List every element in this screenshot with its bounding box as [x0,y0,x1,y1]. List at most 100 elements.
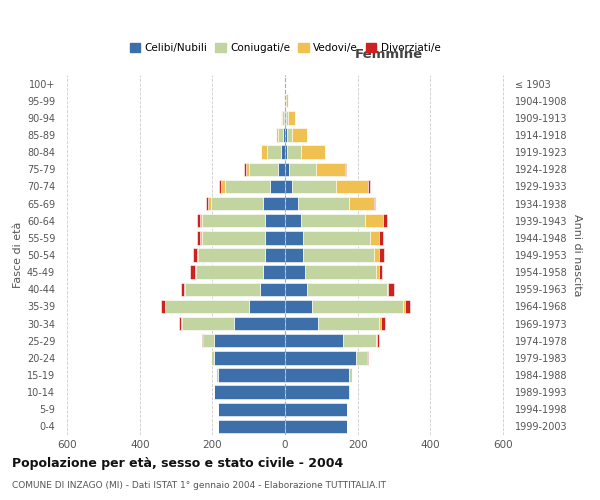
Bar [249,300,285,313]
Bar [203,334,214,347]
Bar [286,94,288,108]
Bar [288,111,295,124]
Bar [161,300,164,313]
Bar [276,128,278,141]
Bar [377,334,379,347]
Bar [221,180,225,193]
Bar [374,248,379,262]
Bar [292,128,307,141]
Bar [379,248,384,262]
Bar [184,282,185,296]
Bar [218,420,285,433]
Bar [379,231,383,244]
Bar [218,402,285,416]
Bar [278,128,283,141]
Bar [349,197,374,210]
Bar [181,317,182,330]
Bar [165,300,249,313]
Bar [164,300,165,313]
Bar [190,266,196,279]
Bar [285,111,286,124]
Bar [317,317,379,330]
Bar [281,146,285,159]
Bar [349,386,350,399]
Bar [265,231,285,244]
Bar [260,282,285,296]
Bar [374,197,375,210]
Bar [198,248,265,262]
Bar [250,162,278,176]
Bar [181,282,184,296]
Bar [214,386,285,399]
Y-axis label: Fasce di età: Fasce di età [13,222,23,288]
Bar [265,214,285,228]
Bar [285,368,349,382]
Bar [388,282,394,296]
Bar [285,248,303,262]
Bar [263,266,285,279]
Bar [283,128,285,141]
Bar [285,180,292,193]
Bar [370,231,379,244]
Bar [285,128,287,141]
Bar [379,317,381,330]
Bar [345,162,346,176]
Bar [356,351,367,364]
Bar [301,146,325,159]
Bar [219,180,221,193]
Bar [303,231,370,244]
Bar [185,282,260,296]
Bar [285,300,312,313]
Bar [379,266,382,279]
Bar [368,180,370,193]
Text: Femmine: Femmine [355,48,422,60]
Bar [200,214,202,228]
Bar [246,162,250,176]
Bar [285,334,343,347]
Bar [285,162,289,176]
Bar [403,300,405,313]
Bar [182,317,234,330]
Bar [316,162,345,176]
Bar [206,197,208,210]
Bar [298,197,349,210]
Bar [282,111,284,124]
Bar [312,300,403,313]
Bar [287,146,301,159]
Legend: Celibi/Nubili, Coniugati/e, Vedovi/e, Divorziati/e: Celibi/Nubili, Coniugati/e, Vedovi/e, Di… [125,39,445,57]
Bar [365,214,383,228]
Bar [225,180,271,193]
Bar [211,197,263,210]
Bar [208,197,211,210]
Bar [285,231,303,244]
Bar [193,248,197,262]
Bar [196,266,263,279]
Bar [202,231,265,244]
Bar [216,368,218,382]
Bar [265,248,285,262]
Text: COMUNE DI INZAGO (MI) - Dati ISTAT 1° gennaio 2004 - Elaborazione TUTTITALIA.IT: COMUNE DI INZAGO (MI) - Dati ISTAT 1° ge… [12,481,386,490]
Bar [286,111,288,124]
Bar [383,214,386,228]
Bar [234,317,285,330]
Bar [301,214,365,228]
Bar [284,111,285,124]
Bar [303,248,374,262]
Bar [285,420,347,433]
Bar [263,197,285,210]
Bar [202,334,203,347]
Bar [307,282,386,296]
Bar [405,300,410,313]
Bar [376,266,379,279]
Bar [381,317,385,330]
Bar [218,368,285,382]
Bar [285,402,347,416]
Bar [285,146,287,159]
Bar [197,231,200,244]
Bar [244,162,246,176]
Bar [200,231,202,244]
Bar [343,334,376,347]
Bar [202,214,265,228]
Bar [285,214,301,228]
Bar [305,266,376,279]
